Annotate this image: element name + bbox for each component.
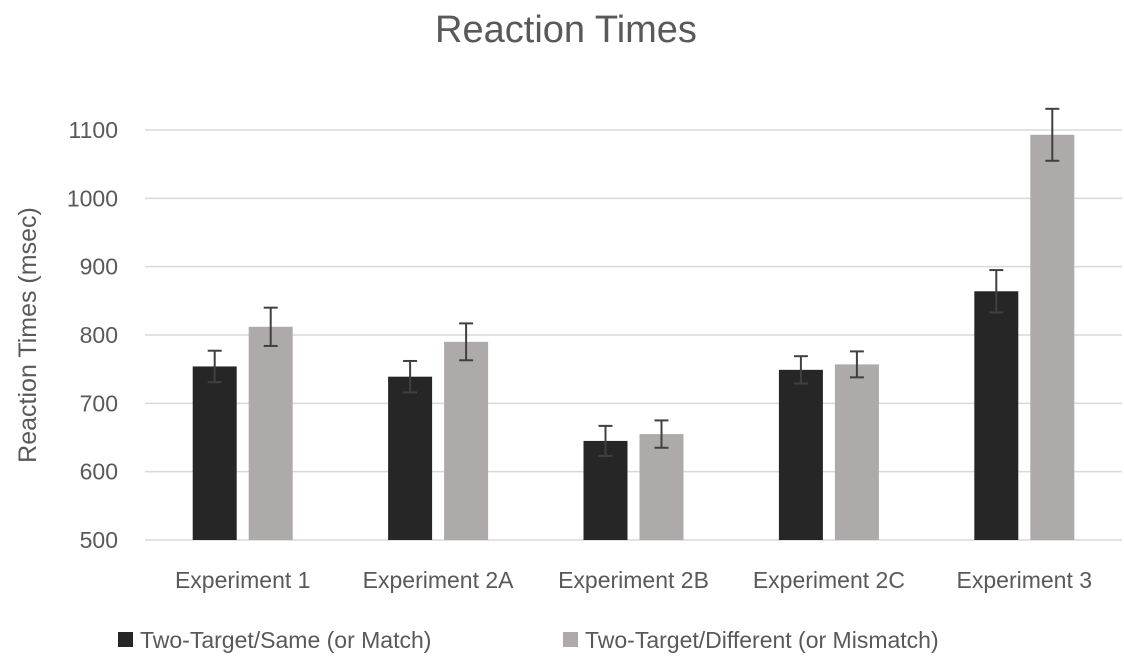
- x-tick-label: Experiment 2A: [363, 567, 515, 593]
- y-tick-label: 700: [80, 390, 118, 416]
- y-axis-ticks: 500 600 700 800 900 1000 1100: [67, 117, 118, 553]
- error-bar: [849, 350, 864, 379]
- x-axis-ticks: Experiment 1 Experiment 2A Experiment 2B Ex…: [175, 567, 1092, 593]
- error-bar: [263, 306, 278, 347]
- bars: [192, 134, 1075, 541]
- legend-label: Two-Target/Different (or Mismatch): [585, 627, 939, 653]
- bar-series-2: [639, 434, 684, 540]
- error-bars: [207, 107, 1060, 457]
- chart-title: Reaction Times: [435, 9, 697, 51]
- error-bar: [403, 359, 418, 394]
- y-tick-label: 600: [80, 459, 118, 485]
- bar-series-1: [192, 366, 237, 540]
- error-bar: [598, 424, 613, 457]
- x-tick-label: Experiment 3: [957, 567, 1093, 593]
- y-tick-label: 1100: [69, 117, 118, 143]
- bar-series-2: [444, 341, 489, 540]
- legend-swatch: [118, 632, 133, 647]
- bar-series-2: [834, 364, 879, 540]
- x-tick-label: Experiment 2B: [558, 567, 709, 593]
- legend-swatch: [563, 632, 578, 647]
- bar-series-1: [388, 376, 433, 540]
- y-tick-label: 500: [80, 527, 118, 553]
- gridlines: [145, 129, 1122, 541]
- legend-label: Two-Target/Same (or Match): [140, 627, 431, 653]
- bar-series-2: [1030, 134, 1075, 541]
- y-tick-label: 800: [80, 322, 118, 348]
- error-bar: [989, 269, 1004, 314]
- y-tick-label: 1000: [67, 185, 118, 211]
- bar-series-1: [583, 440, 628, 540]
- error-bar: [459, 322, 474, 362]
- y-axis-label: Reaction Times (msec): [14, 207, 42, 463]
- y-tick-label: 900: [80, 254, 118, 280]
- bar-series-1: [778, 369, 823, 540]
- error-bar: [654, 419, 669, 449]
- error-bar: [207, 349, 222, 384]
- bar-series-2: [248, 326, 293, 540]
- x-tick-label: Experiment 2C: [753, 567, 905, 593]
- error-bar: [793, 355, 808, 385]
- error-bar: [1045, 107, 1060, 162]
- bar-series-1: [974, 291, 1019, 540]
- x-tick-label: Experiment 1: [175, 567, 311, 593]
- legend: Two-Target/Same (or Match) Two-Target/Dif…: [118, 627, 939, 653]
